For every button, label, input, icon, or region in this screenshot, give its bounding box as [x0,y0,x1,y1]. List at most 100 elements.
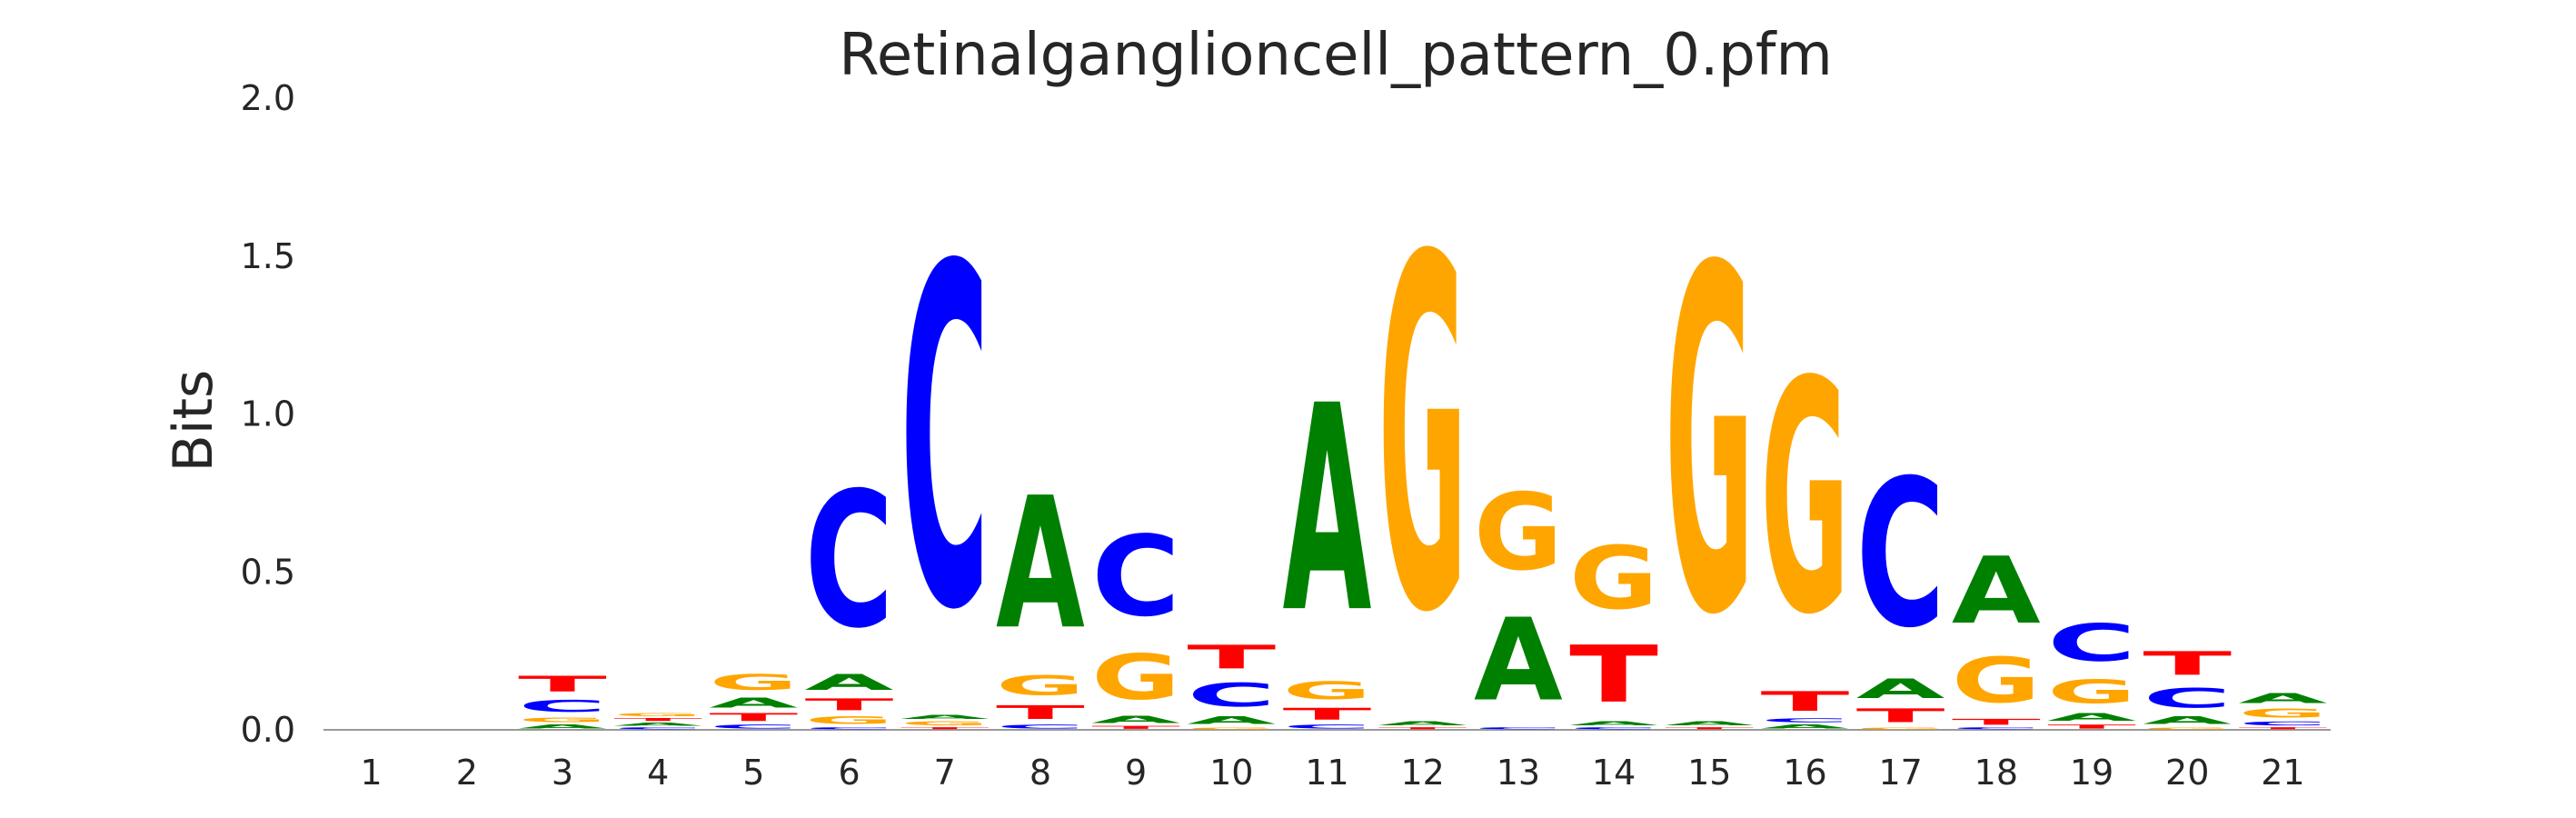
logo-letter-A-pos-21: A [2238,691,2327,706]
x-tick-label: 13 [1497,753,1540,793]
logo-letter-T-pos-8: T [996,702,1085,723]
logo-letter-C-pos-13: C [1474,727,1563,730]
logo-letter-C-pos-9: C [1091,514,1180,642]
logo-letter-C-pos-10: C [1187,676,1276,714]
x-tick-label: 5 [742,753,764,793]
logo-letter-C-pos-7: C [900,169,990,713]
x-tick-label: 8 [1029,753,1051,793]
logo-letter-T-pos-15: T [1665,727,1754,730]
logo-letter-A-pos-9: A [1091,714,1180,725]
logo-letter-G-pos-8: G [996,670,1085,702]
logo-letter-T-pos-6: T [805,695,894,714]
y-axis-title: Bits [162,370,225,473]
x-tick-label: 7 [934,753,956,793]
y-tick-label: 1.5 [241,236,295,276]
x-tick-label: 1 [361,753,383,793]
logo-letter-A-pos-14: A [1569,721,1658,727]
logo-letter-C-pos-14: C [1569,727,1658,730]
logo-letter-T-pos-18: T [1952,717,2041,726]
logo-letter-T-pos-21: T [2238,727,2327,730]
logo-letter-A-pos-11: A [1283,346,1372,676]
logo-letter-G-pos-19: G [2047,673,2136,711]
logo-letter-G-pos-16: G [1761,314,1850,684]
logo-letter-G-pos-17: G [1856,727,1945,730]
logo-glyphs: AGCTCATGCTAGCGTACTGACCTGATAGCGACTCTGATAG… [518,155,2328,730]
x-tick-label: 12 [1401,753,1445,793]
logo-letter-G-pos-4: G [613,713,702,717]
logo-letter-C-pos-18: C [1952,727,2041,730]
logo-letter-G-pos-5: G [709,670,798,695]
logo-letter-C-pos-11: C [1283,723,1372,730]
logo-letter-A-pos-3: A [518,723,607,730]
x-tick-label: 10 [1209,753,1253,793]
logo-letter-G-pos-13: G [1474,471,1563,594]
logo-letter-G-pos-18: G [1952,644,2041,716]
logo-letter-T-pos-4: T [613,717,702,722]
logo-letter-C-pos-21: C [2238,721,2327,727]
x-tick-label: 20 [2165,753,2209,793]
logo-letter-T-pos-9: T [1091,725,1180,730]
y-tick-label: 0.0 [241,710,295,750]
y-tick-label: 1.0 [241,394,295,434]
x-tick-label: 6 [838,753,860,793]
logo-letter-C-pos-17: C [1856,438,1945,673]
logo-letter-A-pos-4: A [613,722,702,726]
logo-letter-G-pos-21: G [2238,706,2327,721]
logo-letter-C-pos-5: C [709,723,798,730]
logo-letter-G-pos-14: G [1569,529,1658,629]
logo-letter-T-pos-5: T [709,711,798,723]
x-tick-label: 3 [552,753,573,793]
logo-letter-G-pos-7: G [900,721,990,727]
logo-letter-G-pos-11: G [1283,676,1372,704]
logo-letter-C-pos-3: C [518,697,607,716]
logo-letter-A-pos-18: A [1952,537,2041,643]
logo-letter-T-pos-11: T [1283,704,1372,723]
logo-letter-G-pos-10: G [1187,727,1276,730]
logo-letter-G-pos-20: G [2143,727,2232,730]
logo-letter-A-pos-15: A [1665,721,1754,727]
x-tick-label: 14 [1592,753,1636,793]
logo-letter-T-pos-12: T [1378,727,1467,730]
y-tick-label: 0.5 [241,552,295,592]
x-tick-label: 19 [2070,753,2114,793]
x-tick-label: 2 [456,753,478,793]
x-tick-label: 4 [647,753,669,793]
logo-letter-T-pos-17: T [1856,704,1945,726]
logo-letter-C-pos-20: C [2143,683,2232,714]
x-tick-label: 9 [1125,753,1147,793]
logo-letter-A-pos-19: A [2047,711,2137,723]
logo-letter-A-pos-7: A [900,714,990,721]
x-tick-label: 16 [1783,753,1826,793]
x-tick-label: 17 [1878,753,1922,793]
logo-letter-A-pos-6: A [805,670,894,694]
logo-letter-T-pos-10: T [1187,638,1276,676]
x-axis-ticks: 1 2 3 4 5 6 7 8 9 10 11 12 13 14 15 16 17 18 19 20 21 [361,753,2305,793]
logo-letter-A-pos-12: A [1378,721,1467,727]
logo-letter-T-pos-3: T [518,672,607,697]
logo-letter-G-pos-12: G [1378,155,1467,719]
logo-letter-C-pos-19: C [2047,614,2136,673]
logo-letter-A-pos-8: A [996,459,1085,670]
logo-letter-A-pos-5: A [709,695,798,711]
logo-letter-G-pos-3: G [518,715,607,723]
logo-letter-T-pos-14: T [1569,629,1658,720]
logo-letter-G-pos-6: G [805,714,894,727]
x-tick-label: 11 [1305,753,1348,793]
logo-letter-G-pos-9: G [1091,642,1180,713]
logo-letter-T-pos-7: T [900,727,990,730]
y-tick-label: 2.0 [241,78,295,118]
x-tick-label: 18 [1974,753,2018,793]
x-tick-label: 15 [1687,753,1731,793]
logo-letter-A-pos-16: A [1761,723,1850,730]
logo-letter-C-pos-8: C [996,723,1085,730]
logo-letter-C-pos-4: C [613,727,702,730]
y-axis-ticks: 0.0 0.5 1.0 1.5 2.0 [241,78,295,750]
logo-letter-T-pos-20: T [2143,644,2232,683]
logo-letter-T-pos-19: T [2047,723,2136,730]
chart-title: Retinalganglioncell_pattern_0.pfm [839,22,1833,89]
x-tick-label: 21 [2261,753,2304,793]
logo-letter-A-pos-17: A [1856,673,1945,705]
logo-letter-T-pos-16: T [1761,686,1850,717]
logo-letter-A-pos-13: A [1474,594,1563,726]
